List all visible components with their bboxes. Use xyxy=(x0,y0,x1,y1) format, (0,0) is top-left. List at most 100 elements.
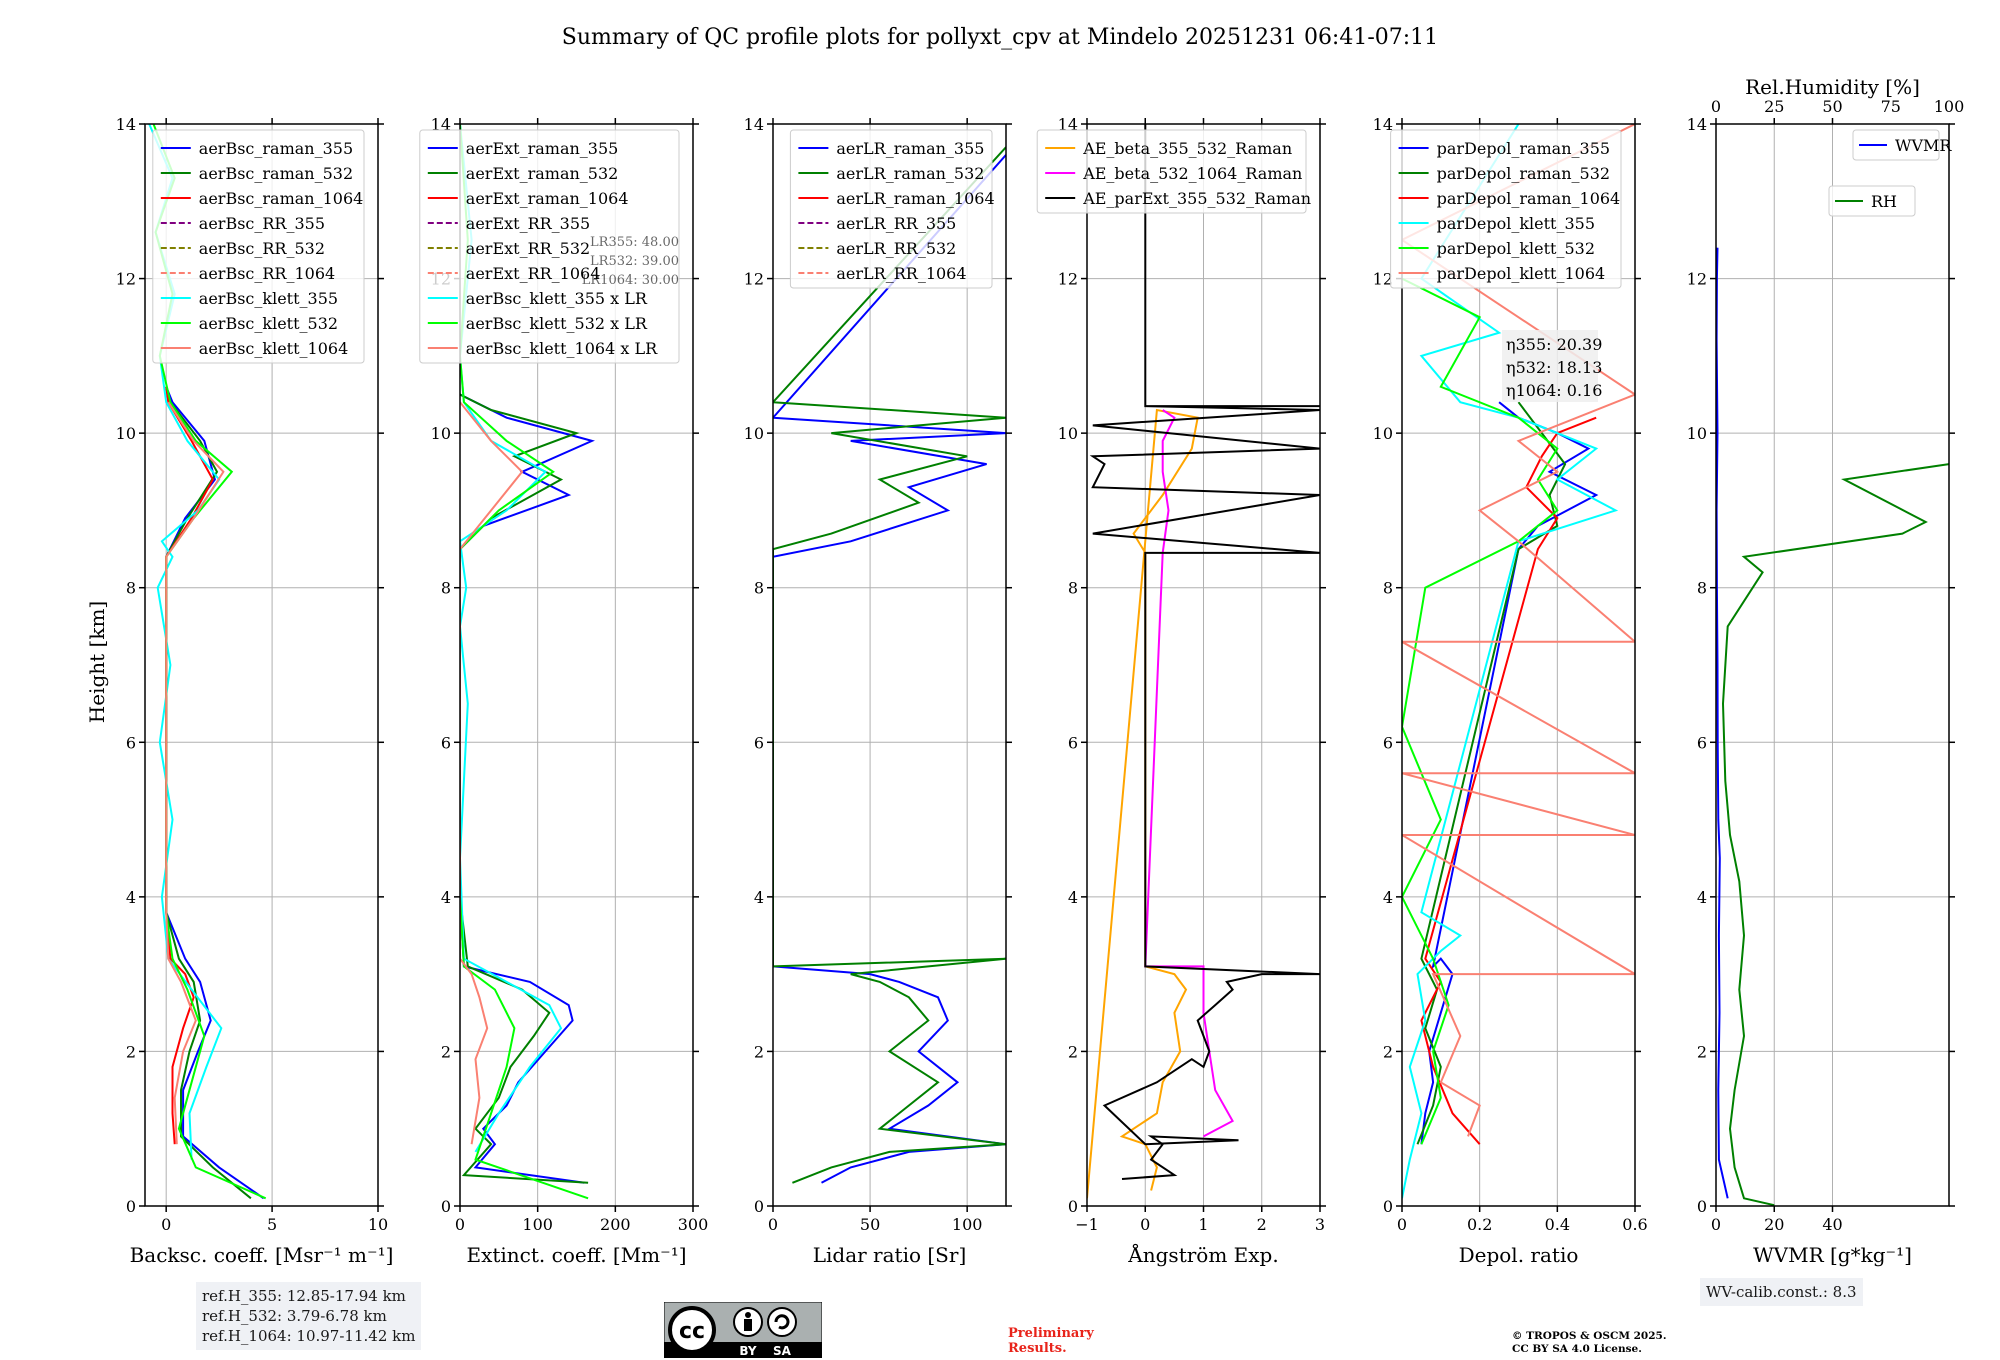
series-line-wvmr xyxy=(1716,247,1729,1199)
series-line-aerlr-raman-355 xyxy=(773,154,1006,1184)
legend-entry: aerBsc_klett_532 xyxy=(199,314,338,333)
y-tick-label: 12 xyxy=(116,270,136,289)
legend-entry: parDepol_raman_1064 xyxy=(1437,189,1621,208)
y-tick-label: 6 xyxy=(441,733,451,752)
y-tick-label: 6 xyxy=(754,733,764,752)
x-tick-label: 0 xyxy=(455,1215,465,1234)
x-tick-label: 10 xyxy=(368,1215,388,1234)
x-tick-label: 100 xyxy=(522,1215,553,1234)
copyright-note: © TROPOS & OSCM 2025. CC BY SA 4.0 Licen… xyxy=(1512,1330,1667,1356)
ref-height-532: ref.H_532: 3.79-6.78 km xyxy=(202,1307,387,1325)
legend-entry: aerLR_raman_1064 xyxy=(836,189,994,208)
y-tick-label: 0 xyxy=(1383,1197,1393,1216)
preliminary-note: Preliminary Results. xyxy=(1008,1326,1094,1356)
series-line-aerbsc-klett-1064 xyxy=(165,401,225,1145)
x-axis-label: Backsc. coeff. [Msr⁻¹ m⁻¹] xyxy=(130,1243,394,1267)
eta-note: η1064: 0.16 xyxy=(1506,381,1602,400)
legend: parDepol_raman_355 parDepol_raman_532 parD… xyxy=(1390,129,1622,289)
legend: aerExt_raman_355 aerExt_raman_532 aerExt_r… xyxy=(419,129,680,364)
x-tick-label: 5 xyxy=(267,1215,277,1234)
y-tick-label: 10 xyxy=(116,424,136,443)
y-tick-label: 8 xyxy=(441,579,451,598)
y-tick-label: 2 xyxy=(1697,1042,1707,1061)
legend-entry: aerLR_RR_355 xyxy=(836,214,956,233)
y-tick-label: 4 xyxy=(126,888,136,907)
x-tick-label: 20 xyxy=(1764,1215,1784,1234)
legend-entry: aerBsc_klett_355 x LR xyxy=(466,289,648,308)
x-axis-label: Lidar ratio [Sr] xyxy=(813,1243,967,1267)
axes-frame xyxy=(144,123,379,1207)
x-axis-label: Extinct. coeff. [Mm⁻¹] xyxy=(466,1243,686,1267)
y-tick-label: 6 xyxy=(1697,733,1707,752)
x-tick-label: 200 xyxy=(600,1215,631,1234)
legend-entry: parDepol_klett_1064 xyxy=(1437,264,1606,283)
y-tick-label: 6 xyxy=(126,733,136,752)
y-tick-label: 8 xyxy=(1383,579,1393,598)
legend-entry: aerLR_raman_355 xyxy=(836,139,984,158)
series-line-pardepol-klett-532 xyxy=(1402,277,1559,1145)
y-tick-label: 14 xyxy=(744,115,764,134)
legend-entry: parDepol_raman_532 xyxy=(1437,164,1610,183)
series-line-aerbsc-raman-355 xyxy=(165,386,265,1200)
series-line-aerbsc-klett-1064-x-lr xyxy=(460,401,524,1145)
y-tick-label: 8 xyxy=(1697,579,1707,598)
y-tick-label: 10 xyxy=(431,424,451,443)
series-line-ae-parext-355-532-raman xyxy=(1089,124,1320,1180)
y-tick-label: 12 xyxy=(1058,270,1078,289)
x-tick-label: 0.4 xyxy=(1545,1215,1570,1234)
top-x-tick-label: 25 xyxy=(1764,97,1784,116)
y-tick-label: 2 xyxy=(126,1042,136,1061)
ref-height-1064: ref.H_1064: 10.97-11.42 km xyxy=(202,1327,416,1345)
eta-box xyxy=(1502,330,1598,402)
series-line-ae-beta-355-532-raman xyxy=(1087,408,1199,1199)
legend-entry: aerBsc_RR_532 xyxy=(199,239,325,258)
legend-entry: WVMR xyxy=(1895,136,1952,155)
top-x-tick-label: 75 xyxy=(1881,97,1901,116)
series-line-pardepol-raman-1064 xyxy=(1420,416,1597,1145)
legend-entry: aerBsc_RR_1064 xyxy=(199,264,335,283)
axes-frame xyxy=(772,123,1007,1207)
legend-entry: parDepol_raman_355 xyxy=(1437,139,1610,158)
legend-entry: aerBsc_RR_355 xyxy=(199,214,325,233)
legend-entry: aerExt_raman_355 xyxy=(466,139,619,158)
legend-wvmr: WVMR xyxy=(1852,129,1952,161)
legend-rh: RH xyxy=(1828,185,1916,217)
legend-entry: aerExt_raman_532 xyxy=(466,164,619,183)
legend-entry: AE_beta_532_1064_Raman xyxy=(1082,164,1302,183)
y-tick-label: 6 xyxy=(1068,733,1078,752)
panel-depol: 0 2 4 6 8 10 12 14 0 0.2 0.4 0.6 Depol. ratio parDepo… xyxy=(1373,115,1648,1267)
eta-note: η532: 18.13 xyxy=(1506,358,1602,377)
panel-backscatter: 0 2 4 6 8 10 12 14 0 5 10 Backsc. coeff. [Msr⁻¹ m⁻¹… xyxy=(116,115,394,1267)
y-tick-label: 0 xyxy=(1697,1197,1707,1216)
y-tick-label: 10 xyxy=(744,424,764,443)
series-line-pardepol-raman-355 xyxy=(1420,401,1599,1145)
top-x-tick-label: 50 xyxy=(1822,97,1842,116)
copyright-line-1: © TROPOS & OSCM 2025. xyxy=(1512,1330,1667,1342)
x-tick-label: 40 xyxy=(1822,1215,1842,1234)
cc-license-badge: cc BY SA xyxy=(664,1302,822,1358)
cc-letters: cc xyxy=(679,1319,705,1344)
y-tick-label: 8 xyxy=(126,579,136,598)
ref-heights-box: ref.H_355: 12.85-17.94 km ref.H_532: 3.7… xyxy=(196,1282,422,1350)
eta-note: η355: 20.39 xyxy=(1506,335,1602,354)
x-tick-label: 2 xyxy=(1257,1215,1267,1234)
panel-lidar_ratio: 0 2 4 6 8 10 12 14 0 50 100 Lidar ratio [Sr] aerLR_r… xyxy=(744,115,1012,1267)
y-axis-label: Height [km] xyxy=(85,601,109,723)
x-tick-label: 1 xyxy=(1198,1215,1208,1234)
y-tick-label: 10 xyxy=(1687,424,1707,443)
legend: AE_beta_355_532_Raman AE_beta_532_1064_Ra… xyxy=(1036,129,1311,214)
x-tick-label: 100 xyxy=(952,1215,983,1234)
preliminary-line-2: Results. xyxy=(1008,1341,1067,1356)
y-tick-label: 12 xyxy=(1687,270,1707,289)
x-axis-label: Ångström Exp. xyxy=(1127,1242,1278,1267)
series-line-aerbsc-klett-532-x-lr xyxy=(460,124,589,1200)
legend-entry: RH xyxy=(1871,192,1897,211)
series-line-rh xyxy=(1721,463,1949,1206)
axes-frame xyxy=(1401,123,1636,1207)
lidar-ratio-note: LR532: 39.00 xyxy=(590,254,679,269)
legend-entry: aerLR_RR_532 xyxy=(836,239,956,258)
top-x-tick-label: 100 xyxy=(1934,97,1965,116)
x-axis-label: Depol. ratio xyxy=(1459,1243,1579,1267)
